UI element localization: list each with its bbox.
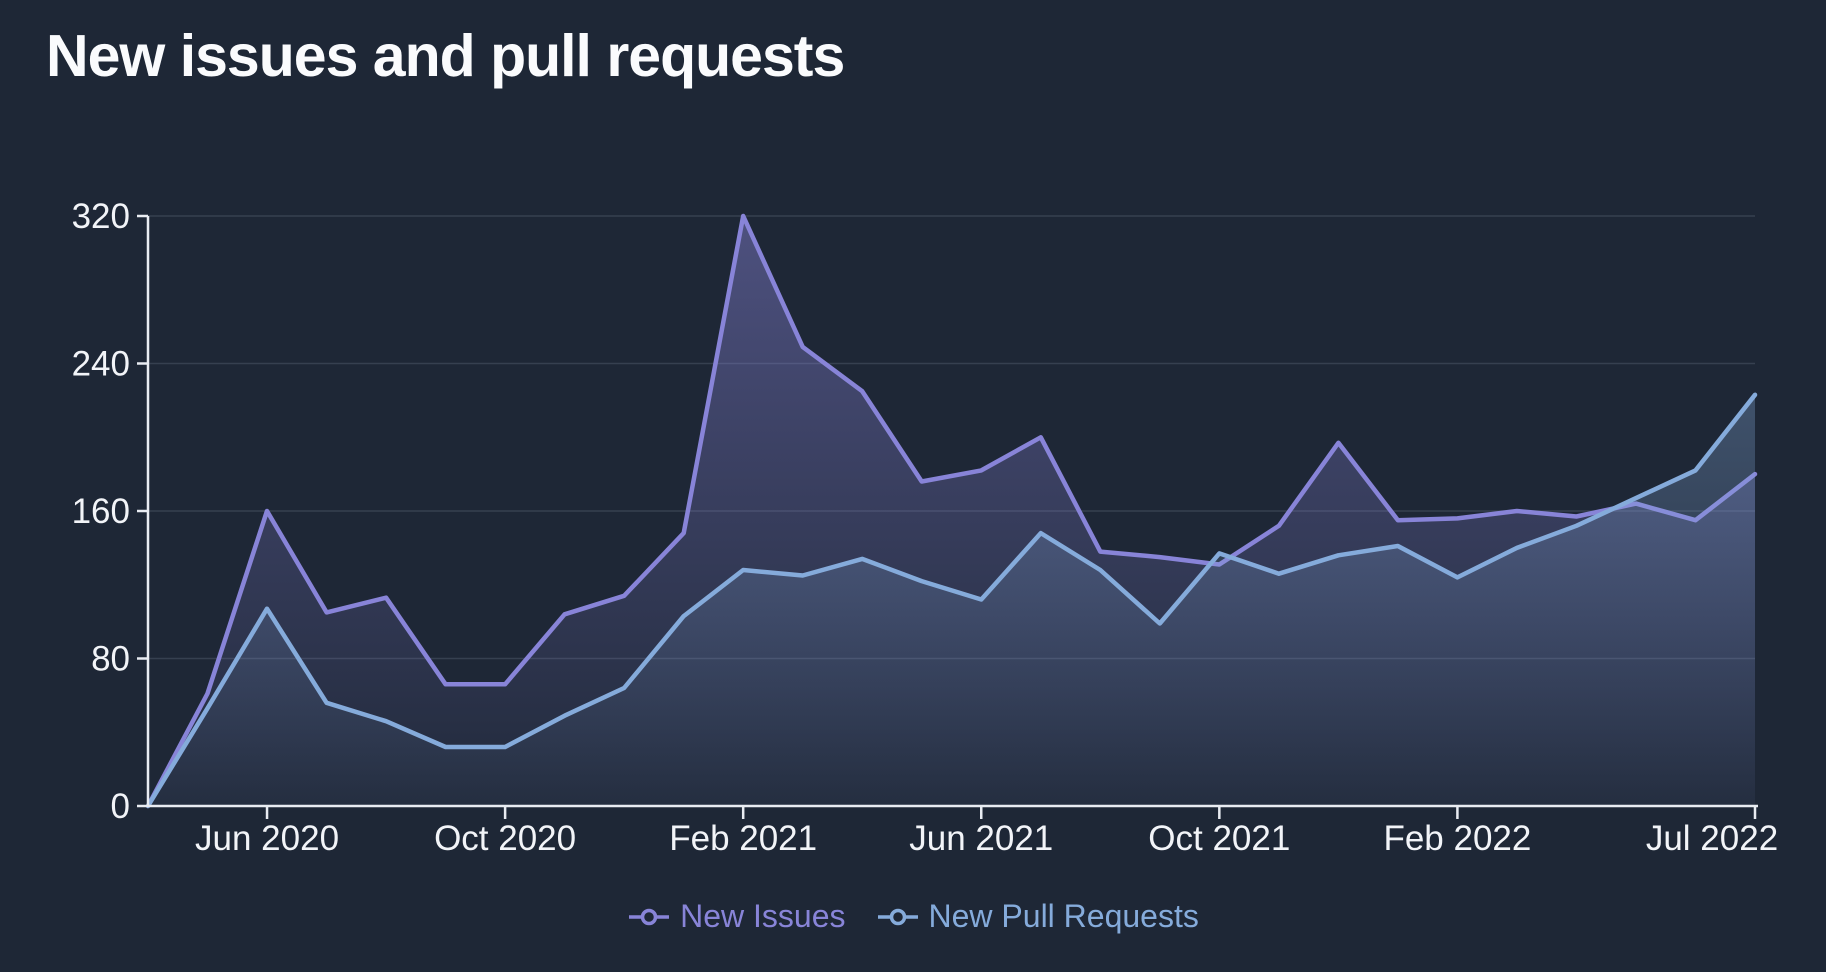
legend: New Issues New Pull Requests: [0, 898, 1826, 935]
line-new-issues: [145, 213, 1758, 809]
chart-canvas[interactable]: 0 80 160 240 320 Jun 2020 Oct 2020 Feb 2021 Jun …: [0, 0, 1826, 880]
legend-label-new-issues: New Issues: [680, 898, 846, 934]
x-axis-tick-label: Jun 2020: [195, 819, 339, 858]
y-axis-tick-label: 80: [91, 640, 130, 679]
y-axis-tick-label: 320: [72, 197, 130, 236]
legend-marker-new-pull-requests-icon: [877, 908, 918, 925]
legend-label-new-pull-requests: New Pull Requests: [928, 898, 1199, 934]
legend-marker-new-issues-icon: [629, 908, 670, 925]
x-axis-tick-label: Feb 2022: [1383, 819, 1531, 858]
x-axis-tick-label: Jul 2022: [1646, 819, 1778, 858]
y-axis-tick-label: 0: [111, 787, 130, 826]
x-axis-tick-label: Oct 2021: [1148, 819, 1290, 858]
x-axis-tick-label: Oct 2020: [434, 819, 576, 858]
line-new-pull-requests: [145, 392, 1758, 809]
x-axis-tick-label: Feb 2021: [669, 819, 817, 858]
legend-item-new-issues[interactable]: New Issues: [627, 898, 846, 935]
area-new-pull-requests: [148, 394, 1755, 806]
legend-item-new-pull-requests[interactable]: New Pull Requests: [876, 898, 1199, 935]
y-axis-tick-label: 240: [72, 345, 130, 384]
y-axis-tick-label: 160: [72, 492, 130, 531]
chart-title: New issues and pull requests: [46, 23, 845, 89]
x-axis-tick-label: Jun 2021: [909, 819, 1053, 858]
